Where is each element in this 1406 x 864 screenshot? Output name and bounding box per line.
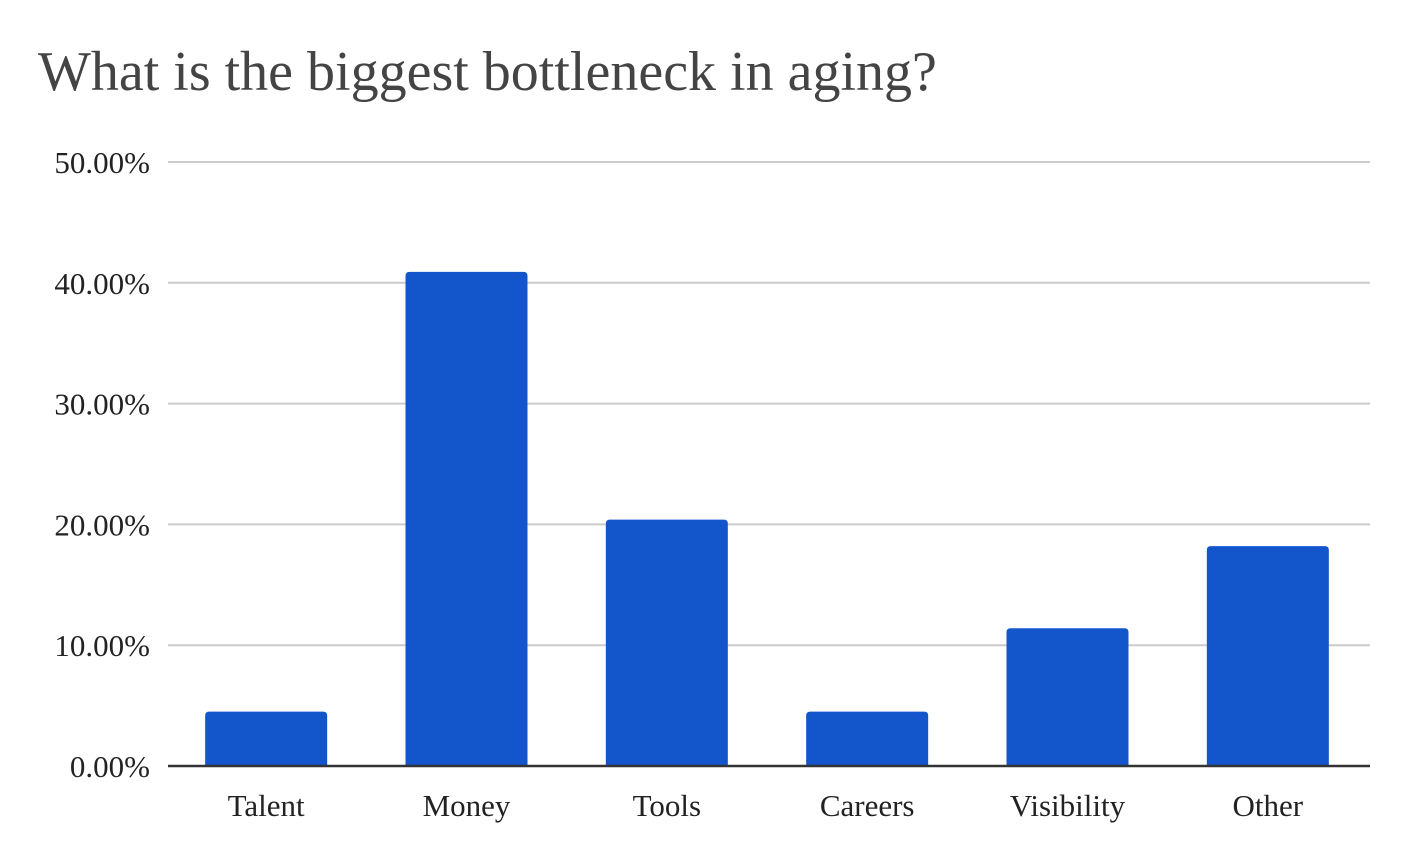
x-category-label: Money: [423, 788, 511, 823]
x-category-label: Other: [1233, 788, 1304, 823]
x-category-label: Tools: [633, 788, 701, 823]
bar-tools: [605, 519, 728, 766]
y-axis-tick-labels: 0.00% 10.00% 20.00% 30.00% 40.00% 50.00%: [54, 145, 150, 784]
bar-visibility: [1006, 628, 1129, 766]
chart-title: What is the biggest bottleneck in aging?: [38, 41, 937, 103]
bars: [205, 271, 1329, 766]
y-tick-label: 40.00%: [54, 266, 150, 301]
y-tick-label: 30.00%: [54, 387, 150, 422]
grid-lines: [168, 161, 1370, 647]
x-axis-category-labels: Talent Money Tools Careers Visibility Other: [228, 788, 1304, 823]
bar-other: [1206, 546, 1329, 766]
bar-money: [405, 271, 528, 766]
x-category-label: Visibility: [1010, 788, 1126, 823]
bar-careers: [806, 711, 929, 766]
bar-talent: [205, 711, 328, 766]
y-tick-label: 0.00%: [70, 749, 150, 784]
y-tick-label: 20.00%: [54, 507, 150, 542]
x-category-label: Careers: [820, 788, 915, 823]
x-category-label: Talent: [228, 788, 305, 823]
y-tick-label: 10.00%: [54, 628, 150, 663]
y-tick-label: 50.00%: [54, 145, 150, 180]
